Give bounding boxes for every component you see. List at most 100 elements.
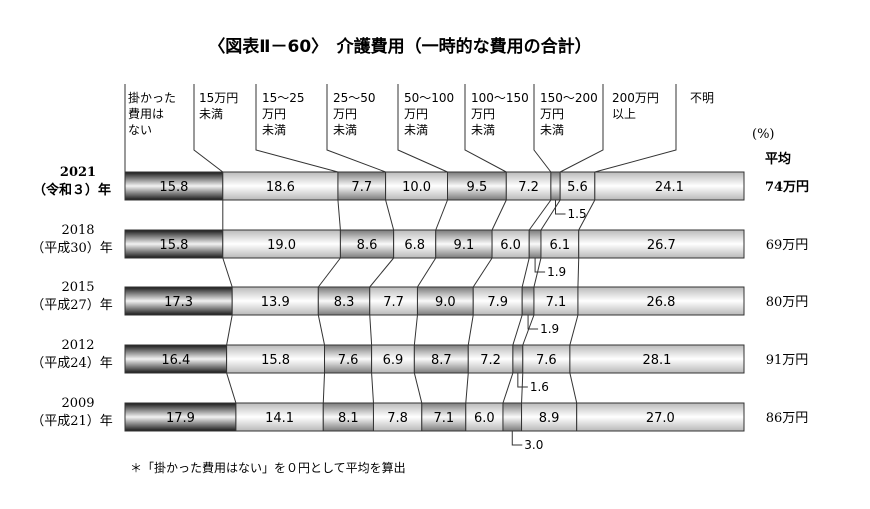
data-label: 7.8 — [387, 411, 408, 426]
bar-segment — [472, 286, 523, 316]
data-label: 7.1 — [546, 295, 567, 310]
bar-segment — [446, 171, 507, 201]
data-label: 8.1 — [338, 411, 359, 426]
category-header-5: 50～100 — [404, 91, 454, 105]
data-label: 15.8 — [159, 180, 188, 195]
data-label: 13.9 — [261, 295, 290, 310]
data-label: 9.1 — [454, 238, 475, 253]
connector-line — [472, 257, 493, 288]
category-header-1: 掛かった — [128, 90, 176, 105]
data-label: 7.9 — [487, 295, 508, 310]
connector-line — [522, 314, 535, 346]
bar-segment — [222, 171, 339, 201]
category-header-7: 未満 — [540, 123, 564, 137]
data-label: 6.1 — [550, 238, 571, 253]
leader-line — [527, 315, 539, 330]
category-header-9: 不明 — [690, 91, 714, 105]
leader-line — [517, 373, 528, 388]
data-label: 6.9 — [383, 353, 404, 368]
data-label: 7.6 — [338, 353, 359, 368]
category-header-5: 未満 — [404, 123, 428, 137]
connector-line — [369, 314, 373, 346]
year-label: 2021 — [60, 165, 96, 180]
connector-line — [413, 314, 418, 346]
data-label: 7.2 — [518, 180, 539, 195]
data-label: 9.0 — [435, 295, 456, 310]
connector-line — [435, 199, 448, 231]
header-divider-7 — [559, 84, 604, 173]
bar-segment — [124, 344, 228, 374]
connector-line — [317, 257, 341, 288]
average-value: 80万円 — [766, 295, 809, 310]
bar-segment — [594, 171, 745, 201]
bar-segment — [540, 229, 580, 259]
connector-line — [337, 199, 341, 231]
connector-line — [577, 257, 580, 288]
connector-line — [569, 372, 578, 404]
data-label: 24.1 — [655, 180, 684, 195]
year-label: 2009 — [61, 396, 94, 411]
data-label: 5.6 — [567, 180, 588, 195]
data-label: 17.3 — [164, 295, 193, 310]
connector-line — [521, 372, 524, 404]
data-label: 8.6 — [357, 238, 378, 253]
data-label: 1.5 — [568, 207, 587, 221]
year-label: 2012 — [61, 338, 94, 353]
header-divider-6 — [533, 84, 552, 173]
chart-title: 〈図表Ⅱ－60〉 介護費用（一時的な費用の合計） — [208, 36, 591, 57]
connector-line — [322, 372, 326, 404]
category-header-2: 未満 — [199, 107, 223, 121]
category-header-6: 未満 — [471, 123, 495, 137]
category-header-8: 以上 — [612, 107, 636, 121]
era-label: （平成21）年 — [31, 414, 113, 429]
segment-connectors — [222, 199, 596, 404]
header-divider-1 — [193, 84, 224, 173]
average-value: 69万円 — [766, 238, 809, 253]
data-label: 7.7 — [351, 180, 372, 195]
category-header-5: 万円 — [404, 107, 428, 121]
data-label: 8.3 — [334, 295, 355, 310]
connector-line — [417, 257, 437, 288]
data-label: 15.8 — [261, 353, 290, 368]
category-header-6: 万円 — [471, 107, 495, 121]
data-label: 8.7 — [431, 353, 452, 368]
leader-line — [555, 200, 566, 215]
connector-line — [226, 372, 237, 404]
category-header-4: 25～50 — [333, 91, 376, 105]
data-label: 19.0 — [267, 238, 296, 253]
bar-segment — [528, 229, 542, 259]
connector-line — [569, 314, 579, 346]
bar-segment — [385, 171, 448, 201]
data-label: 6.0 — [500, 238, 521, 253]
bar-segment — [578, 229, 745, 259]
data-label: 18.6 — [266, 180, 295, 195]
bar-segment — [226, 344, 326, 374]
bar-segment — [569, 344, 745, 374]
connector-line — [385, 199, 395, 231]
leader-line — [534, 258, 546, 273]
bar-segment — [550, 171, 561, 201]
header-divider-3 — [326, 84, 386, 173]
data-label: 1.6 — [530, 380, 549, 394]
data-label: 1.9 — [547, 265, 566, 279]
bar-segment — [413, 344, 469, 374]
connector-line — [226, 314, 233, 346]
connector-line — [317, 314, 326, 346]
header-divider-8 — [594, 84, 677, 173]
data-label: 17.9 — [166, 411, 195, 426]
data-label: 7.1 — [433, 411, 454, 426]
connector-line — [491, 199, 507, 231]
unit-label: (%) — [752, 127, 775, 142]
bar-segment — [577, 286, 745, 316]
bar-segment — [369, 286, 418, 316]
average-header: 平均 — [765, 151, 791, 167]
category-header-4: 未満 — [333, 123, 357, 137]
data-label: 6.0 — [474, 411, 495, 426]
data-label: 10.0 — [402, 180, 431, 195]
connector-line — [222, 257, 233, 288]
leader-line — [511, 431, 523, 446]
category-header-4: 万円 — [333, 107, 357, 121]
connector-line — [465, 372, 469, 404]
connector-line — [502, 372, 514, 404]
